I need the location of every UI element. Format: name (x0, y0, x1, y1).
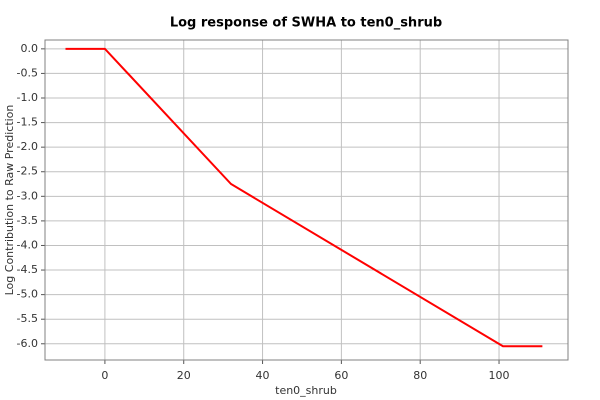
x-tick-label: 60 (334, 369, 348, 382)
y-tick-label: -5.5 (17, 312, 38, 325)
y-tick-label: -1.5 (17, 116, 38, 129)
y-tick-label: -0.5 (17, 66, 38, 79)
y-tick-label: -1.0 (17, 91, 38, 104)
x-tick-label: 20 (177, 369, 191, 382)
x-tick-label: 40 (256, 369, 270, 382)
chart-title: Log response of SWHA to ten0_shrub (170, 16, 442, 31)
y-tick-label: -5.0 (17, 288, 38, 301)
y-tick-label: -6.0 (17, 337, 38, 350)
y-tick-label: -2.5 (17, 165, 38, 178)
x-tick-label: 100 (489, 369, 510, 382)
x-tick-label: 0 (101, 369, 108, 382)
y-tick-label: -3.0 (17, 189, 38, 202)
y-axis-label: Log Contribution to Raw Prediction (3, 105, 16, 296)
x-axis-label: ten0_shrub (275, 384, 337, 397)
y-tick-label: -4.0 (17, 238, 38, 251)
x-tick-label: 80 (413, 369, 427, 382)
response-line (65, 47, 543, 348)
plot-frame (44, 39, 569, 361)
y-tick-label: -3.5 (17, 214, 38, 227)
y-tick-label: -4.5 (17, 263, 38, 276)
y-tick-label: 0.0 (21, 42, 39, 55)
y-tick-label: -2.0 (17, 140, 38, 153)
